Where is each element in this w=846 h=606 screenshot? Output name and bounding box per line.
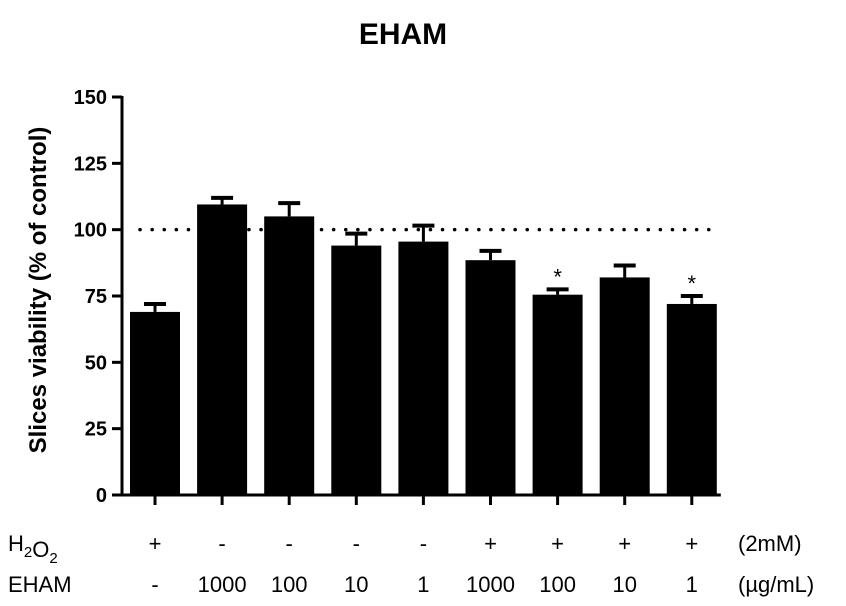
y-tick-label: 50 — [85, 352, 107, 374]
condition-row-label: EHAM — [8, 572, 72, 597]
condition-value: + — [149, 531, 162, 556]
condition-value: 1 — [417, 572, 429, 597]
condition-value: + — [618, 531, 631, 556]
condition-value: - — [151, 572, 158, 597]
condition-value: + — [685, 531, 698, 556]
significance-marker: * — [553, 264, 562, 289]
condition-value: 100 — [271, 572, 308, 597]
condition-value: 10 — [344, 572, 368, 597]
condition-value: 10 — [612, 572, 636, 597]
condition-value: - — [218, 531, 225, 556]
y-axis-label: Slices viability (% of control) — [25, 127, 52, 454]
bar — [465, 260, 516, 495]
condition-row-label: H2O2 — [8, 531, 58, 567]
condition-value: 1000 — [466, 572, 515, 597]
condition-value: - — [353, 531, 360, 556]
y-tick-label: 75 — [85, 286, 107, 308]
condition-value: + — [484, 531, 497, 556]
condition-value: - — [286, 531, 293, 556]
condition-unit: (µg/mL) — [738, 572, 814, 597]
condition-value: 100 — [539, 572, 576, 597]
chart-title: EHAM — [359, 18, 447, 51]
bar — [264, 216, 315, 495]
y-tick-label: 150 — [74, 87, 107, 109]
significance-marker: * — [688, 271, 697, 296]
bar — [398, 241, 449, 495]
bar — [599, 277, 650, 495]
condition-value: - — [420, 531, 427, 556]
y-tick-label: 125 — [74, 153, 107, 175]
bars: * * — [130, 195, 717, 495]
y-tick-label: 100 — [74, 220, 107, 242]
bar — [197, 204, 248, 495]
condition-table: H2O2 + - - - - + + + + (2mM) EHAM - 1000 100 10 1 1000 100… — [8, 531, 814, 597]
condition-value: 1000 — [198, 572, 247, 597]
bar — [331, 245, 382, 495]
y-tick-label: 0 — [96, 485, 107, 507]
bar — [532, 294, 583, 495]
condition-unit: (2mM) — [738, 531, 802, 556]
y-tick-label: 25 — [85, 419, 107, 441]
condition-value: + — [551, 531, 564, 556]
condition-value: 1 — [686, 572, 698, 597]
bar — [666, 303, 717, 495]
bar — [130, 311, 180, 495]
